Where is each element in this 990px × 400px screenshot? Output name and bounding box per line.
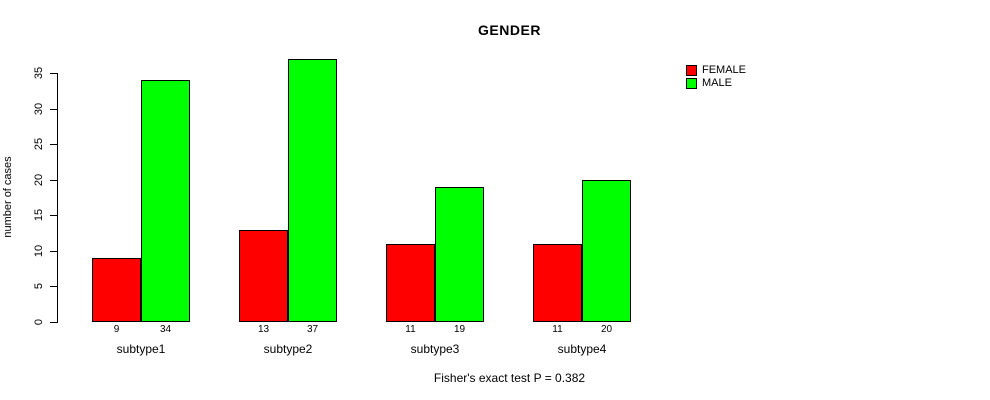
y-tick-label: 15 [33,209,45,222]
bar-value-label: 34 [159,324,172,335]
bar-female-subtype4 [533,243,582,322]
chart-title: GENDER [478,22,541,38]
y-tick-mark [50,250,57,252]
legend-item-female: FEMALE [686,64,746,77]
y-tick-mark [50,179,57,181]
y-tick-label: 0 [33,318,45,326]
y-tick-mark [50,215,57,217]
legend-label-male: MALE [702,77,732,89]
y-tick-label: 20 [33,173,45,186]
bar-value-label: 9 [113,324,120,335]
bar-male-subtype4 [582,179,631,322]
bar-male-subtype1 [141,80,190,322]
y-tick-label: 30 [33,102,45,115]
legend: FEMALE MALE [686,64,746,90]
y-tick-label: 35 [33,66,45,80]
bar-female-subtype1 [92,257,141,322]
category-label-subtype2: subtype2 [263,342,313,356]
bar-value-label: 13 [257,324,270,335]
bar-value-label: 11 [552,324,563,335]
bar-value-label: 11 [405,324,416,335]
bar-female-subtype2 [239,229,288,322]
legend-label-female: FEMALE [702,64,747,76]
y-tick-mark [50,144,57,146]
y-axis-label-text: number of cases [2,156,14,238]
y-axis-line [57,73,58,323]
bar-value-label: 20 [600,324,613,335]
category-label-subtype3: subtype3 [410,342,460,356]
y-tick-label: 5 [33,283,45,290]
y-tick-mark [50,286,57,288]
male-color-swatch [686,78,697,89]
bar-value-label: 37 [306,324,319,335]
bar-female-subtype3 [386,243,435,322]
y-tick-label: 25 [33,138,45,151]
y-tick-mark [50,108,57,110]
y-tick-label: 10 [33,244,45,257]
bar-value-label: 19 [453,324,466,335]
fisher-test-annotation: Fisher's exact test P = 0.382 [433,371,586,385]
female-color-swatch [686,65,697,76]
category-label-subtype4: subtype4 [557,342,607,356]
y-tick-mark [50,73,57,74]
category-label-subtype1: subtype1 [116,342,166,356]
bar-male-subtype2 [288,58,337,322]
y-tick-mark [50,322,57,323]
legend-item-male: MALE [686,77,746,90]
bar-male-subtype3 [435,186,484,322]
